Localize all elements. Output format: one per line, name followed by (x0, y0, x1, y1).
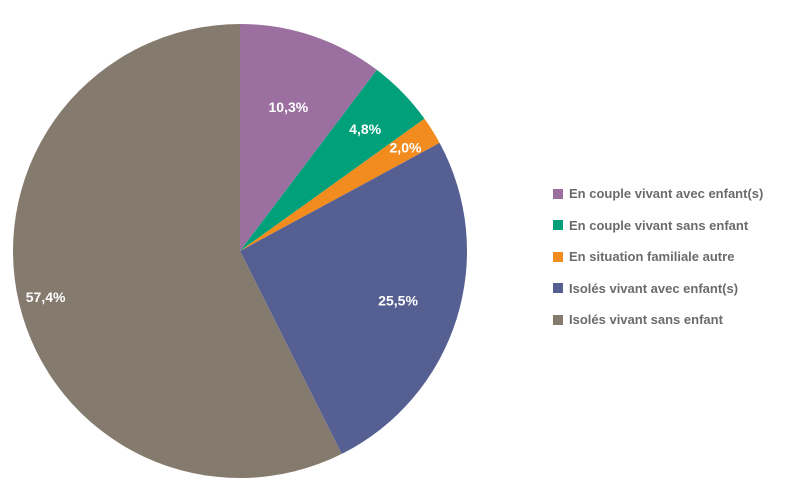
pie-slice-labels: 10,3% 4,8% 2,0% 25,5% 57,4% (26, 99, 422, 309)
legend-item: En situation familiale autre (553, 241, 763, 273)
slice-label: 10,3% (269, 99, 309, 115)
legend-swatch (553, 220, 563, 231)
slice-label: 25,5% (378, 293, 418, 309)
legend-swatch (553, 251, 563, 262)
pie-slices (12, 24, 467, 478)
legend-label: En couple vivant sans enfant (569, 217, 749, 233)
slice-label: 57,4% (26, 289, 66, 305)
legend-item: En couple vivant sans enfant (553, 210, 763, 242)
slice-label: 2,0% (390, 139, 422, 155)
legend-label: Isolés vivant sans enfant (569, 312, 723, 328)
legend: En couple vivant avec enfant(s) En coupl… (553, 178, 763, 336)
legend-item: Isolés vivant sans enfant (553, 304, 763, 336)
slice-label: 4,8% (349, 121, 381, 137)
pie-slice (240, 142, 467, 454)
pie-slice (240, 118, 440, 251)
pie-slice (12, 24, 342, 478)
legend-item: Isolés vivant avec enfant(s) (553, 273, 763, 305)
legend-swatch (553, 283, 563, 294)
legend-label: En couple vivant avec enfant(s) (569, 186, 764, 202)
legend-swatch (553, 314, 563, 325)
pie-slice (240, 24, 377, 251)
legend-label: En situation familiale autre (569, 249, 735, 265)
legend-label: Isolés vivant avec enfant(s) (569, 280, 739, 296)
legend-swatch (553, 188, 563, 199)
pie-slice (240, 69, 425, 251)
legend-item: En couple vivant avec enfant(s) (553, 178, 763, 210)
